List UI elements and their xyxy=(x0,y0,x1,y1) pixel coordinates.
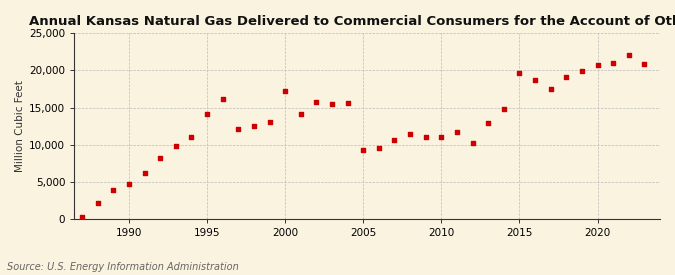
Point xyxy=(545,87,556,91)
Point xyxy=(92,201,103,206)
Point xyxy=(124,182,134,186)
Point xyxy=(279,88,290,93)
Point xyxy=(373,145,384,150)
Point xyxy=(530,78,541,82)
Y-axis label: Million Cubic Feet: Million Cubic Feet xyxy=(15,80,25,172)
Point xyxy=(624,53,634,57)
Point xyxy=(405,131,416,136)
Point xyxy=(248,124,259,128)
Point xyxy=(483,121,493,125)
Point xyxy=(342,101,353,105)
Point xyxy=(311,100,322,104)
Point xyxy=(108,188,119,192)
Point xyxy=(233,127,244,131)
Point xyxy=(186,134,197,139)
Point xyxy=(561,75,572,79)
Point xyxy=(155,156,165,160)
Point xyxy=(139,171,150,175)
Point xyxy=(592,62,603,67)
Point xyxy=(296,112,306,117)
Point xyxy=(467,141,478,145)
Point xyxy=(576,69,587,73)
Point xyxy=(202,112,213,117)
Point xyxy=(639,62,650,66)
Point xyxy=(452,130,462,134)
Point xyxy=(217,97,228,101)
Point xyxy=(421,134,431,139)
Point xyxy=(77,215,88,220)
Title: Annual Kansas Natural Gas Delivered to Commercial Consumers for the Account of O: Annual Kansas Natural Gas Delivered to C… xyxy=(29,15,675,28)
Point xyxy=(436,134,447,139)
Point xyxy=(327,102,338,106)
Point xyxy=(608,61,618,65)
Point xyxy=(498,107,509,111)
Point xyxy=(264,120,275,125)
Point xyxy=(389,137,400,142)
Point xyxy=(358,148,369,152)
Point xyxy=(514,71,525,76)
Text: Source: U.S. Energy Information Administration: Source: U.S. Energy Information Administ… xyxy=(7,262,238,272)
Point xyxy=(170,144,181,148)
